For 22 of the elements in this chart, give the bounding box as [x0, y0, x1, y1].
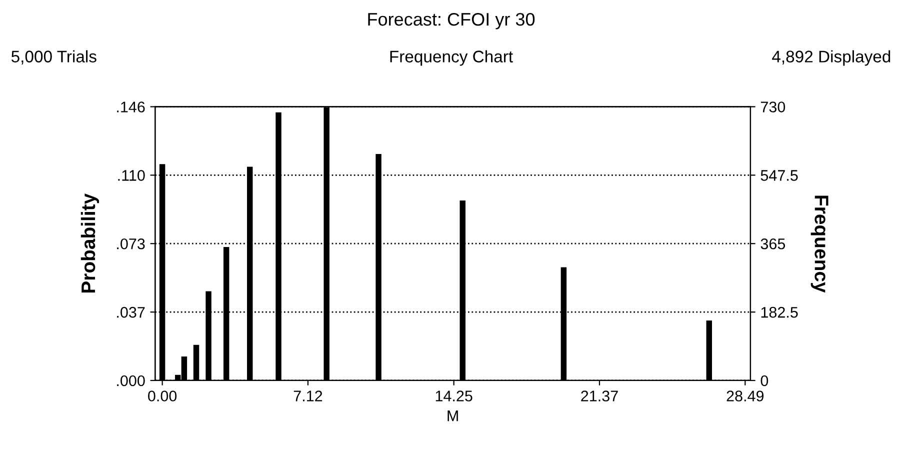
- y2-tick-label: 0: [760, 375, 768, 386]
- text: 4,892 Displayed: [772, 50, 890, 66]
- y-tick-label: .037: [117, 306, 145, 318]
- chart-title: Forecast: CFOI yr 30: [368, 12, 535, 30]
- y-tick-label: .146: [117, 102, 145, 112]
- y-axis-title: Probability: [80, 193, 100, 293]
- y2-tick-label: 365: [760, 238, 786, 250]
- y-tick-label: .000: [117, 375, 145, 386]
- x-tick-label: 14.25: [436, 390, 472, 402]
- x-axis-title: M: [448, 410, 458, 422]
- y2-tick-label: 730: [760, 102, 786, 112]
- y2-axis-title: Frequency: [810, 196, 828, 293]
- x-tick-label: 28.49: [726, 390, 764, 402]
- y2-tick-label: 182.5: [761, 306, 798, 318]
- x-tick-label: 0.00: [148, 390, 177, 402]
- text: 5,000 Trials: [11, 50, 96, 64]
- y-tick-label: .073: [117, 238, 145, 250]
- chart-subtitle: Frequency Chart: [390, 50, 513, 66]
- y2-tick-label: 547.5: [760, 170, 798, 181]
- y-tick-label: .110: [118, 170, 145, 181]
- x-tick-label: 21.37: [581, 390, 618, 402]
- x-tick-label: 7.12: [294, 390, 322, 402]
